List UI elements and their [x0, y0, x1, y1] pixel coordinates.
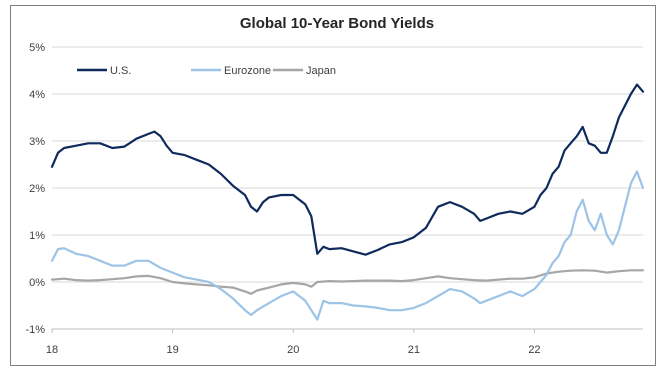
legend-label: Japan: [306, 65, 336, 77]
y-tick-label: 5%: [29, 42, 45, 54]
x-tick-label: 18: [46, 344, 58, 356]
x-axis-ticks: 18 19 20 21 22: [46, 328, 643, 356]
x-tick-label: 22: [528, 344, 540, 356]
series-lines: [50, 83, 645, 321]
x-tick-label: 21: [408, 344, 420, 356]
y-tick-label: -1%: [25, 324, 45, 336]
y-tick-label: 0%: [29, 277, 45, 289]
y-tick-label: 1%: [29, 230, 45, 242]
line-chart: Global 10-Year Bond Yields 5% 4% 3% 2% 1% 0% -…: [25, 15, 645, 356]
chart-frame: Global 10-Year Bond Yields 5% 4% 3% 2% 1% 0% -…: [10, 5, 656, 366]
series-line-eurozone: [50, 170, 645, 321]
x-tick-label: 20: [287, 344, 299, 356]
y-tick-label: 4%: [29, 89, 45, 101]
legend-label: Eurozone: [224, 65, 271, 77]
series-line-us: [50, 83, 645, 256]
legend-label: U.S.: [110, 65, 131, 77]
y-axis-ticks: 5% 4% 3% 2% 1% 0% -1%: [25, 42, 45, 336]
y-tick-label: 2%: [29, 183, 45, 195]
y-tick-label: 3%: [29, 136, 45, 148]
legend: U.S. Eurozone Japan: [77, 65, 336, 77]
chart-title: Global 10-Year Bond Yields: [240, 15, 434, 32]
x-tick-label: 19: [166, 344, 178, 356]
grid-lines: [52, 46, 643, 330]
series-line-japan: [50, 269, 645, 295]
